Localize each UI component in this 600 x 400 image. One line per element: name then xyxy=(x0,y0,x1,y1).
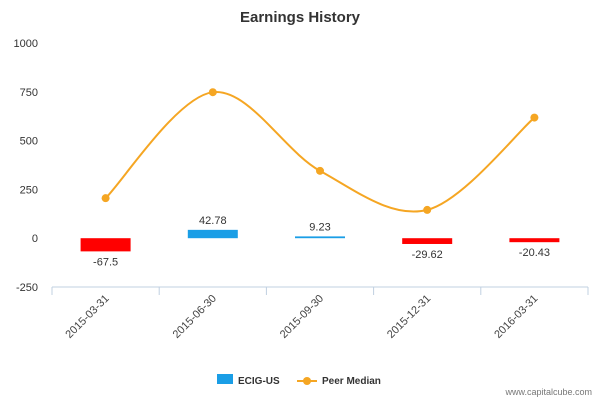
x-tick-label: 2015-03-31 xyxy=(63,293,111,341)
legend[interactable]: ECIG-US Peer Median xyxy=(217,374,381,387)
bar-data-label: -29.62 xyxy=(412,249,443,261)
x-tick-label: 2015-09-30 xyxy=(278,293,326,341)
legend-item-ecig[interactable]: ECIG-US xyxy=(217,374,280,387)
peer-median-point xyxy=(530,113,539,122)
y-tick-label: 750 xyxy=(20,87,38,99)
peer-median-point xyxy=(101,194,110,203)
chart-title: Earnings History xyxy=(240,9,361,26)
bar xyxy=(187,229,238,239)
x-axis: 2015-03-31 2015-06-30 2015-09-30 2015-12-31… xyxy=(51,286,589,341)
y-tick-label: -250 xyxy=(16,282,38,294)
y-tick-label: 1000 xyxy=(14,38,38,50)
legend-marker-peer-median xyxy=(303,377,311,385)
bar-data-label: -20.43 xyxy=(519,247,550,259)
legend-label-ecig: ECIG-US xyxy=(238,376,280,387)
legend-item-peer-median[interactable]: Peer Median xyxy=(297,376,381,387)
x-tick-label: 2016-03-31 xyxy=(492,293,540,341)
bar xyxy=(80,238,131,252)
bar xyxy=(295,236,345,239)
data-labels: -67.5 42.78 9.23 -29.62 -20.43 xyxy=(93,215,550,269)
y-tick-label: 500 xyxy=(20,136,38,148)
peer-median-point xyxy=(423,205,432,214)
peer-median-line xyxy=(104,91,536,213)
bar-data-label: 9.23 xyxy=(309,221,330,233)
bar-data-label: 42.78 xyxy=(199,215,227,227)
y-tick-label: 250 xyxy=(20,184,38,196)
peer-median-series xyxy=(101,88,539,214)
y-tick-label: 0 xyxy=(32,233,38,245)
bar xyxy=(402,238,453,244)
legend-swatch-ecig xyxy=(217,374,233,384)
legend-label-peer-median: Peer Median xyxy=(322,376,381,387)
y-axis: 1000 750 500 250 0 -250 xyxy=(14,38,38,294)
bar-data-label: -67.5 xyxy=(93,256,118,268)
x-tick-label: 2015-12-31 xyxy=(385,293,433,341)
watermark-text: www.capitalcube.com xyxy=(504,387,592,397)
x-tick-label: 2015-06-30 xyxy=(171,293,219,341)
peer-median-point xyxy=(316,166,324,175)
bar xyxy=(509,238,560,243)
bar-series xyxy=(80,229,560,252)
peer-median-point xyxy=(208,88,217,97)
